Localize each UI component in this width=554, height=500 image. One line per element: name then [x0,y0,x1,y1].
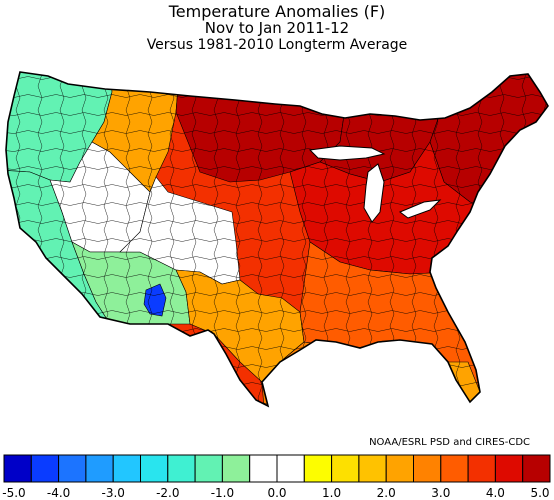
legend-tick-label: -1.0 [211,486,234,500]
data-credit: NOAA/ESRL PSD and CIRES-CDC [369,437,530,448]
county-border [6,148,547,152]
legend-swatch [221,454,251,483]
county-border [257,72,263,406]
legend-swatch [303,454,333,483]
lake-superior [308,145,386,161]
region-arizona-east [143,283,167,317]
legend-swatch [85,454,114,483]
legend-swatch [467,454,496,483]
lake-michigan [363,163,385,223]
map-title: Temperature Anomalies (F) [168,2,386,21]
legend-swatch [440,454,469,483]
legend-tick-label: 1.0 [322,486,341,500]
legend-swatch [494,454,524,483]
legend-swatch [385,454,415,483]
legend-swatch [358,454,387,483]
legend-tick-label: -2.0 [156,486,179,500]
county-border [6,76,547,80]
legend-swatch [413,454,442,483]
legend-swatch [249,454,278,483]
legend-swatch [276,454,305,483]
legend-tick-label: -3.0 [101,486,124,500]
county-border [6,202,547,206]
county-border [6,400,547,404]
anomaly-field [0,72,548,422]
legend-swatch [3,454,32,483]
us-outline [5,71,549,408]
legend-tick-label: 3.0 [431,486,450,500]
region-florida [439,361,491,406]
legend-tick-label: -4.0 [47,486,70,500]
county-border [6,130,547,134]
lake-erie [399,199,442,219]
legend-swatch [331,454,360,483]
color-legend: -5.0 -4.0 -3.0 -2.0 -1.0 0.0 1.0 2.0 3.0 4.0 5.0 [2,454,551,500]
county-border [6,220,547,224]
county-border [6,184,547,188]
legend-swatch [522,454,551,483]
legend-tick-label: 2.0 [377,486,396,500]
legend-swatch [167,454,196,483]
period-subtitle: Nov to Jan 2011-12 [204,19,350,37]
legend-swatch [58,454,87,483]
legend-swatch [194,454,223,483]
legend-swatch [30,454,60,483]
county-border [543,72,548,406]
legend-swatch [112,454,141,483]
legend-swatch [140,454,169,483]
legend-tick-label: 0.0 [267,486,286,500]
county-border [235,72,241,406]
us-anomaly-map [0,71,549,422]
county-border [6,166,547,170]
legend-tick-label: 4.0 [486,486,505,500]
legend-tick-label: 5.0 [530,486,549,500]
baseline-subtitle: Versus 1981-2010 Longterm Average [146,37,408,53]
county-border [0,419,546,422]
legend-tick-label: -5.0 [2,486,25,500]
